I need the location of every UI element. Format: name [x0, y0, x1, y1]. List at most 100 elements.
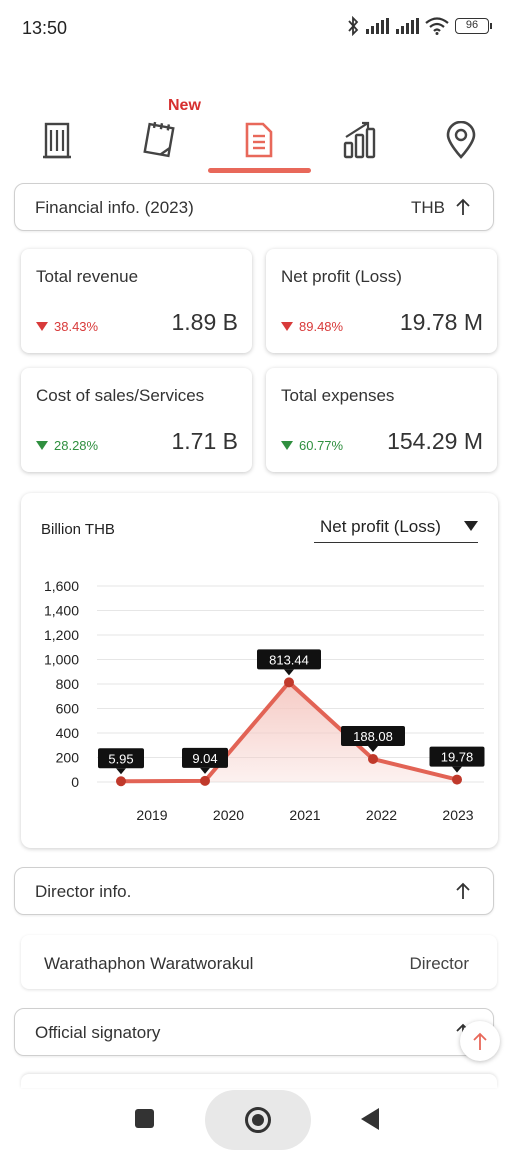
data-point — [368, 753, 378, 764]
official-signatory-title: Official signatory — [35, 1023, 161, 1042]
director-info-header[interactable]: Director info. — [14, 867, 494, 915]
notepad-icon — [143, 121, 175, 158]
stat-label: Total revenue — [36, 267, 139, 286]
y-tick-label: 400 — [56, 725, 80, 741]
metric-dropdown-value: Net profit (Loss) — [320, 517, 441, 536]
tab-company[interactable] — [31, 114, 83, 166]
tab-location[interactable] — [435, 114, 487, 166]
data-label: 9.04 — [192, 751, 217, 766]
signal-icon — [396, 18, 419, 34]
data-label: 813.44 — [269, 652, 309, 667]
data-label-pointer — [368, 745, 378, 752]
data-label-box — [182, 747, 228, 768]
stat-label: Net profit (Loss) — [281, 267, 402, 286]
down-triangle-icon — [36, 322, 48, 331]
data-label-box — [98, 748, 144, 769]
x-tick-label: 2021 — [289, 807, 320, 823]
stat-change-value: 89.48% — [299, 319, 344, 334]
data-label-pointer — [116, 768, 126, 775]
down-triangle-icon — [281, 322, 293, 331]
director-role: Director — [409, 954, 469, 973]
official-signatory-header[interactable]: Official signatory — [14, 1008, 494, 1056]
tab-bar — [0, 96, 519, 176]
home-button[interactable] — [205, 1090, 311, 1150]
stat-value: 1.71 B — [171, 428, 239, 454]
director-name: Warathaphon Waratworakul — [44, 954, 254, 973]
stat-value: 154.29 M — [387, 428, 483, 454]
tab-notes[interactable] — [133, 114, 185, 166]
tab-statistics[interactable] — [334, 114, 386, 166]
data-point — [284, 677, 294, 688]
building-icon — [43, 122, 71, 159]
stat-change: 60.77% — [281, 438, 343, 453]
bluetooth-icon — [348, 16, 359, 36]
data-label: 19.78 — [441, 750, 474, 765]
data-label-box — [341, 725, 405, 746]
financial-info-header[interactable]: Financial info. (2023) THB — [14, 183, 494, 231]
y-tick-label: 1,400 — [44, 603, 79, 619]
new-badge: New — [168, 97, 201, 114]
recent-apps-button[interactable] — [135, 1109, 154, 1128]
stat-change: 89.48% — [281, 319, 343, 334]
data-label-pointer — [284, 669, 294, 676]
stat-change-value: 60.77% — [299, 438, 344, 453]
stat-card-cost-of-sales: Cost of sales/Services 28.28% 1.71 B — [21, 368, 252, 472]
y-tick-label: 600 — [56, 701, 80, 717]
chart-unit-label: Billion THB — [41, 521, 115, 538]
tab-financial[interactable] — [233, 114, 285, 166]
metric-dropdown[interactable]: Net profit (Loss) — [314, 517, 478, 543]
status-time: 13:50 — [22, 18, 68, 38]
stat-value: 1.89 B — [171, 309, 239, 335]
location-pin-icon — [446, 121, 476, 159]
x-tick-label: 2020 — [213, 807, 244, 823]
status-bar: 13:50 96 — [0, 0, 519, 56]
stat-card-net-profit: Net profit (Loss) 89.48% 19.78 M — [266, 249, 497, 353]
arrow-up-icon — [456, 198, 470, 215]
data-label-pointer — [452, 766, 462, 773]
arrow-up-icon — [473, 1032, 487, 1050]
signatory-row — [21, 1074, 497, 1088]
battery-icon: 96 — [455, 18, 492, 34]
y-tick-label: 0 — [71, 774, 79, 790]
home-ring-icon — [245, 1107, 271, 1133]
down-triangle-icon — [36, 441, 48, 450]
bar-chart-icon — [343, 121, 376, 159]
active-tab-indicator — [208, 168, 311, 173]
data-label-box — [257, 649, 321, 670]
stat-value: 19.78 M — [399, 309, 483, 335]
data-label: 5.95 — [108, 751, 133, 766]
home-dot-icon — [252, 1114, 264, 1126]
series-area — [121, 682, 457, 782]
down-triangle-icon — [281, 441, 293, 450]
director-info-title: Director info. — [35, 882, 132, 901]
stat-card-total-revenue: Total revenue 38.43% 1.89 B — [21, 249, 252, 353]
status-icons: 96 — [347, 16, 492, 36]
stat-change: 38.43% — [36, 319, 98, 334]
back-button[interactable] — [361, 1108, 379, 1130]
y-tick-label: 1,000 — [44, 652, 79, 668]
stat-change: 28.28% — [36, 438, 98, 453]
x-tick-label: 2022 — [366, 807, 397, 823]
data-point — [116, 776, 126, 787]
y-tick-label: 1,600 — [44, 578, 79, 594]
arrow-up-icon — [456, 882, 470, 899]
x-tick-label: 2023 — [442, 807, 473, 823]
stat-label: Cost of sales/Services — [36, 386, 205, 405]
system-nav-bar — [0, 1090, 519, 1152]
signal-icon — [366, 18, 389, 34]
scroll-to-top-button[interactable] — [460, 1021, 500, 1061]
y-tick-label: 800 — [56, 676, 80, 692]
chart-card: Billion THB Net profit (Loss) 1,600 1,400… — [21, 493, 498, 848]
x-tick-label: 2019 — [136, 807, 167, 823]
data-label: 188.08 — [353, 729, 393, 744]
stat-change-value: 38.43% — [54, 319, 99, 334]
document-icon — [245, 122, 273, 158]
financial-info-title: Financial info. (2023) — [35, 198, 194, 217]
data-label-pointer — [200, 767, 210, 774]
data-point — [452, 774, 462, 785]
net-profit-chart: 1,600 1,400 1,200 1,000 800 600 400 200 0 5.95 9.0… — [44, 578, 485, 823]
data-label-box — [429, 746, 485, 767]
y-tick-label: 1,200 — [44, 627, 79, 643]
stat-label: Total expenses — [281, 386, 395, 405]
stat-change-value: 28.28% — [54, 438, 99, 453]
